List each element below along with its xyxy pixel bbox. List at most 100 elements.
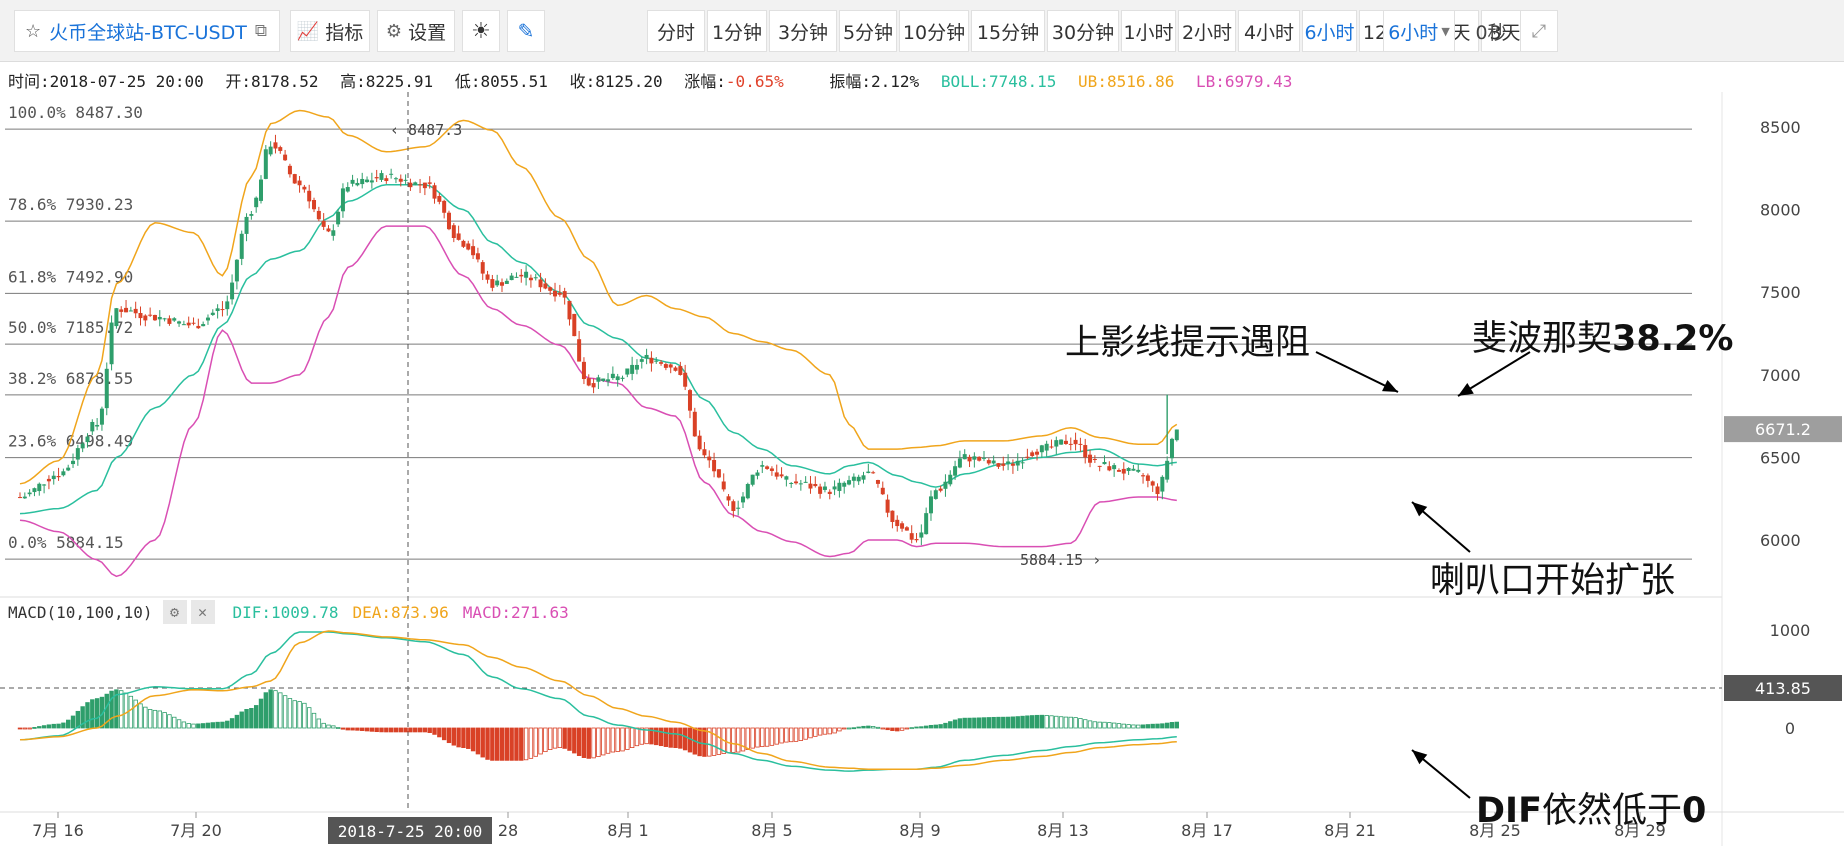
price-chart[interactable]: 100.0% 8487.30 78.6% 7930.23 61.8% 7492.90… (0, 92, 1844, 846)
macd-bar (1102, 721, 1107, 729)
macd-bar (253, 705, 259, 729)
candle-body (904, 527, 909, 531)
macd-bar (943, 722, 948, 729)
candle-body (914, 539, 919, 541)
fib-label-1: 78.6% 7930.23 (8, 195, 133, 214)
candle-body (880, 487, 885, 495)
macd-bar (1126, 724, 1131, 729)
time-label-8: 8月 21 (1324, 821, 1376, 840)
candle-body (644, 354, 649, 359)
macd-bar (673, 727, 678, 749)
candle-body (1121, 468, 1126, 474)
candle-body (345, 187, 350, 192)
candle-body (615, 376, 620, 381)
candle-body (365, 179, 370, 183)
macd-bar (639, 727, 644, 745)
candle-body (875, 479, 880, 484)
annotation-bands: 喇叭口开始扩张 (1430, 561, 1676, 601)
interval-10[interactable]: 6小时 (1302, 10, 1357, 52)
interval-7[interactable]: 1小时 (1121, 10, 1176, 52)
draw-tool-button[interactable]: ✎ (507, 10, 545, 52)
macd-bar (94, 698, 100, 729)
candle-body (384, 178, 389, 182)
candle-body (543, 283, 548, 289)
candle-body (649, 357, 654, 364)
macd-dea-line (19, 630, 1177, 770)
macd-bar (798, 727, 804, 741)
candle-body (1131, 468, 1136, 471)
info-amplitude: 振幅:2.12% (829, 72, 920, 91)
interval-2[interactable]: 3分钟 (769, 10, 837, 52)
macd-bar (37, 726, 42, 729)
candle-body (726, 496, 731, 501)
popout-icon[interactable]: ⧉ (254, 21, 267, 41)
macd-bar (822, 727, 828, 735)
macd-bar (1169, 722, 1175, 729)
candle-body (1083, 445, 1088, 458)
macd-bar (682, 727, 688, 751)
macd-bar (842, 727, 847, 730)
arrow-dif-head (1412, 750, 1428, 765)
candle-body (1068, 443, 1073, 445)
candle-body (712, 459, 717, 472)
star-icon[interactable]: ☆ (25, 20, 42, 42)
macd-bar (552, 727, 558, 749)
pencil-icon: ✎ (517, 19, 535, 43)
settings-button[interactable]: ⚙ 设置 (377, 10, 455, 52)
interval-dropdown[interactable]: 6小时 ▼ (1383, 10, 1455, 52)
candle-body (297, 180, 302, 186)
macd-bar (109, 690, 114, 729)
theme-toggle[interactable]: ☀ (462, 10, 500, 52)
interval-1[interactable]: 1分钟 (707, 10, 767, 52)
macd-bar (244, 709, 249, 729)
candle-body (321, 220, 326, 227)
macd-bar (210, 722, 215, 729)
interval-4[interactable]: 10分钟 (899, 10, 969, 52)
macd-bar (832, 727, 837, 734)
interval-3[interactable]: 5分钟 (839, 10, 897, 52)
macd-bar (456, 727, 461, 748)
candle-body (230, 282, 235, 300)
macd-close-icon[interactable]: ✕ (190, 600, 215, 624)
candle-body (490, 279, 495, 288)
time-label-0: 7月 16 (32, 821, 84, 840)
candle-body (943, 481, 948, 489)
candle-body (437, 196, 442, 202)
candle-body (379, 173, 384, 180)
candle-body (577, 339, 582, 362)
interval-8[interactable]: 2小时 (1178, 10, 1236, 52)
macd-bar (1049, 715, 1054, 729)
macd-bar (1131, 724, 1136, 729)
interval-5[interactable]: 15分钟 (971, 10, 1045, 52)
macd-bar (557, 727, 563, 749)
candle-body (509, 275, 514, 281)
candle-body (234, 259, 239, 282)
macd-bar (345, 727, 350, 731)
macd-tick-2: 0 (1785, 719, 1795, 738)
macd-bar (769, 727, 775, 746)
macd-bar (774, 727, 779, 745)
indicators-button[interactable]: 📈 指标 (290, 10, 370, 52)
macd-bar (167, 714, 172, 729)
macd-settings-icon[interactable]: ⚙ (162, 600, 187, 624)
fullscreen-button[interactable]: ⤢ (1520, 10, 1558, 52)
symbol-selector[interactable]: ☆ 火币全球站-BTC-USDT ⧉ (14, 10, 280, 52)
candle-body (90, 421, 95, 432)
candle-body (1141, 475, 1146, 477)
macd-bar (923, 725, 929, 729)
macd-bar (1010, 716, 1016, 729)
candle-body (900, 523, 905, 529)
interval-6[interactable]: 30分钟 (1047, 10, 1119, 52)
macd-bar (668, 727, 673, 748)
macd-bar (364, 727, 370, 732)
interval-9[interactable]: 4小时 (1238, 10, 1300, 52)
candle-body (480, 262, 485, 274)
interval-0[interactable]: 分时 (647, 10, 705, 52)
candle-body (1030, 452, 1035, 456)
fib-label-0: 100.0% 8487.30 (8, 103, 143, 122)
price-tick-3: 7000 (1760, 366, 1801, 385)
macd-bar (427, 727, 432, 733)
candle-body (1078, 443, 1083, 445)
macd-bar (1034, 714, 1040, 729)
low-mark-label: 5884.15 › (1020, 551, 1101, 569)
